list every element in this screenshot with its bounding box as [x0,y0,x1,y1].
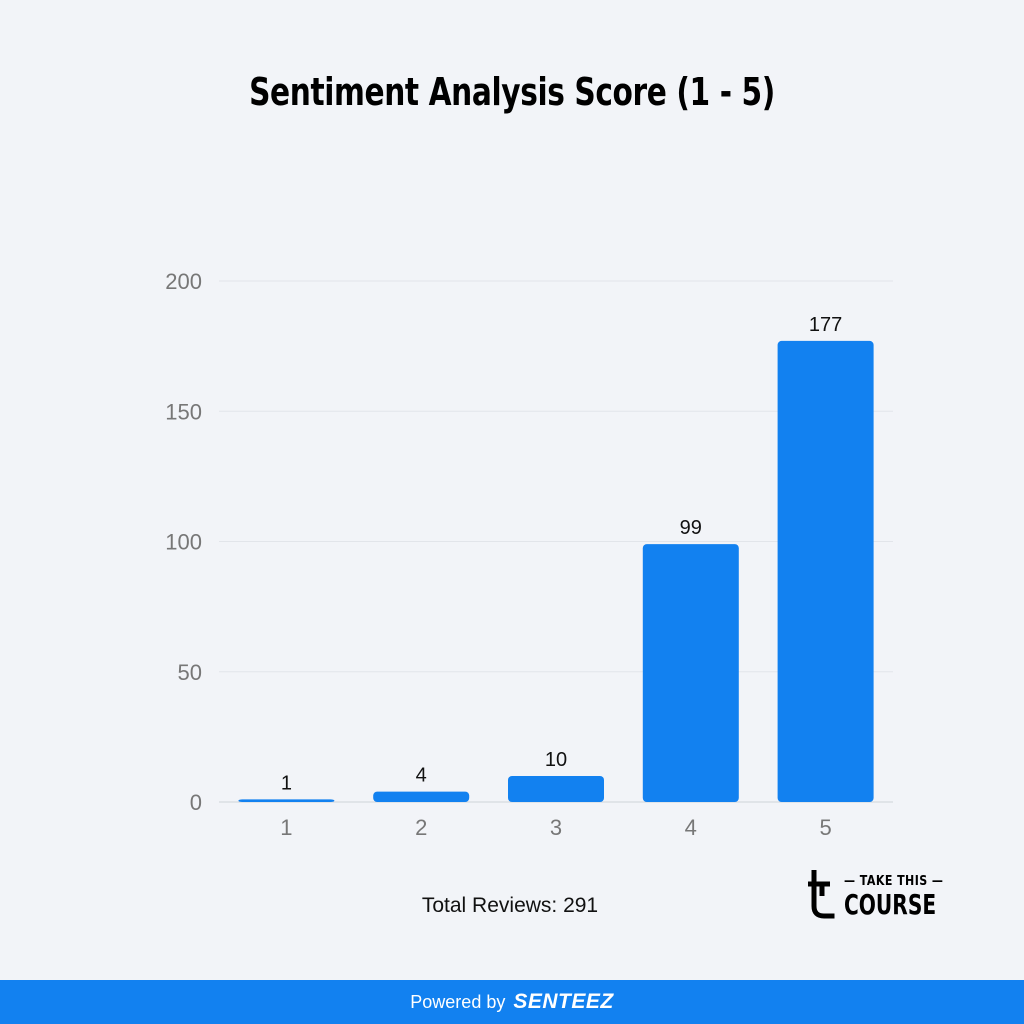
footer-brand-link[interactable]: SENTEEZ [513,990,614,1013]
x-tick-label: 1 [280,815,292,840]
take-this-course-logo: — TAKE THIS — COURSE [804,868,943,924]
logo-bottom-text: COURSE [844,888,937,921]
x-tick-label: 2 [415,815,427,840]
bar [373,791,470,802]
data-label: 99 [680,517,702,539]
bar [642,544,739,802]
take-this-course-t-icon [808,870,835,919]
y-tick-label: 50 [178,660,202,685]
y-tick-label: 100 [165,530,202,555]
bar [777,340,874,802]
x-tick-label: 4 [685,815,697,840]
y-tick-label: 200 [165,269,202,294]
bar [238,799,335,802]
chart-title: Sentiment Analysis Score (1 - 5) [249,70,775,114]
bar-chart: 0 50 100 150 200 1 1 4 2 10 3 99 4 177 5 [165,269,893,840]
data-label: 1 [281,772,292,794]
footer-powered-by: Powered by [410,991,506,1012]
total-reviews-label: Total Reviews: 291 [421,894,599,917]
data-label: 10 [545,749,567,771]
data-label: 4 [416,765,427,787]
x-tick-label: 5 [819,815,831,840]
y-tick-label: 150 [165,399,202,424]
x-tick-label: 3 [550,815,562,840]
y-tick-label: 0 [190,790,202,815]
logo-top-text: — TAKE THIS — [844,874,944,889]
footer-bar: Powered by SENTEEZ [0,980,1024,1024]
bar [508,775,604,802]
data-label: 177 [809,314,842,336]
